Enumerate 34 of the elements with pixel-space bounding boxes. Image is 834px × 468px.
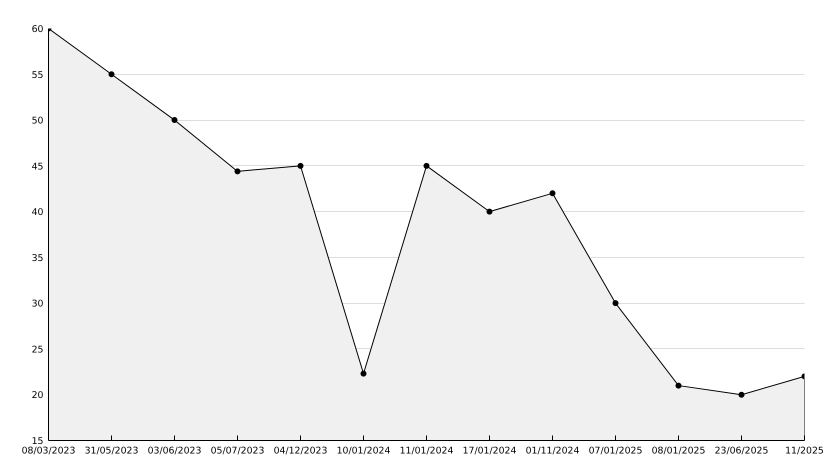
x-tick-label: 11/2025 bbox=[785, 446, 824, 456]
x-tick-label: 17/01/2024 bbox=[462, 446, 516, 456]
x-tick-label: 11/01/2024 bbox=[400, 446, 454, 456]
point bbox=[234, 168, 240, 174]
y-tick-label: 40 bbox=[32, 207, 44, 218]
point bbox=[550, 190, 556, 196]
point bbox=[298, 162, 304, 169]
x-tick-label: 01/11/2024 bbox=[526, 446, 580, 456]
y-tick-label: 60 bbox=[32, 24, 44, 35]
x-tick-label: 23/06/2025 bbox=[714, 446, 768, 456]
point bbox=[612, 300, 618, 306]
x-tick-label: 05/07/2023 bbox=[210, 446, 264, 456]
point bbox=[676, 382, 682, 389]
y-tick-label: 50 bbox=[32, 116, 44, 127]
point bbox=[738, 392, 744, 398]
point bbox=[486, 208, 492, 215]
y-tick-label: 15 bbox=[32, 436, 44, 447]
y-tick-label: 20 bbox=[32, 390, 44, 402]
x-tick-label: 08/03/2023 bbox=[22, 446, 76, 456]
x-tick-label: 10/01/2024 bbox=[336, 446, 390, 456]
y-tick-label: 35 bbox=[32, 252, 44, 264]
x-tick-label: 31/05/2023 bbox=[84, 446, 138, 456]
point bbox=[360, 370, 366, 377]
y-tick-label: 55 bbox=[32, 70, 44, 81]
point bbox=[108, 71, 114, 78]
point bbox=[172, 117, 178, 124]
x-tick-label: 04/12/2023 bbox=[274, 446, 328, 456]
x-tick-label: 03/06/2023 bbox=[148, 446, 202, 456]
x-tick-label: 07/01/2025 bbox=[588, 446, 642, 456]
y-tick-label: 25 bbox=[32, 344, 44, 356]
y-tick-label: 45 bbox=[32, 161, 44, 172]
point bbox=[424, 162, 430, 169]
y-tick-label: 30 bbox=[32, 298, 44, 310]
x-tick-label: 08/01/2025 bbox=[652, 446, 706, 456]
